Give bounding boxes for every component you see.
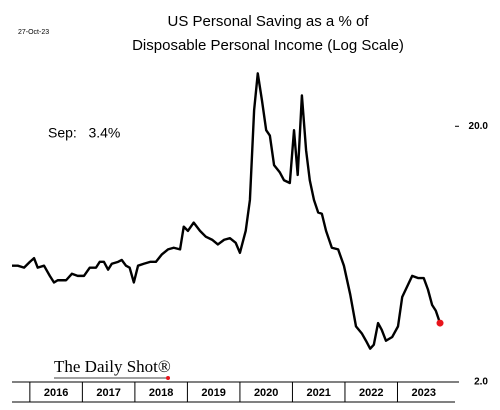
logo-dot <box>166 376 170 380</box>
x-tick-label: 2022 <box>359 387 383 399</box>
x-tick-label: 2018 <box>149 387 173 399</box>
x-tick-label: 2021 <box>306 387 330 399</box>
y-tick-label: 20.0 <box>469 121 489 132</box>
chart-title: Disposable Personal Income (Log Scale) <box>132 37 404 54</box>
date-stamp: 27-Oct-23 <box>18 29 49 36</box>
x-tick-label: 2017 <box>96 387 120 399</box>
y-tick-label: 2.0 <box>474 377 488 388</box>
x-tick-label: 2020 <box>254 387 278 399</box>
data-line <box>12 72 442 350</box>
source-logo: The Daily Shot® <box>54 357 171 376</box>
latest-point <box>436 319 444 327</box>
x-tick-label: 2019 <box>201 387 225 399</box>
chart-title: US Personal Saving as a % of <box>168 13 370 30</box>
annotation: Sep: 3.4% <box>48 125 120 141</box>
x-tick-label: 2023 <box>411 387 435 399</box>
x-tick-label: 2016 <box>44 387 68 399</box>
